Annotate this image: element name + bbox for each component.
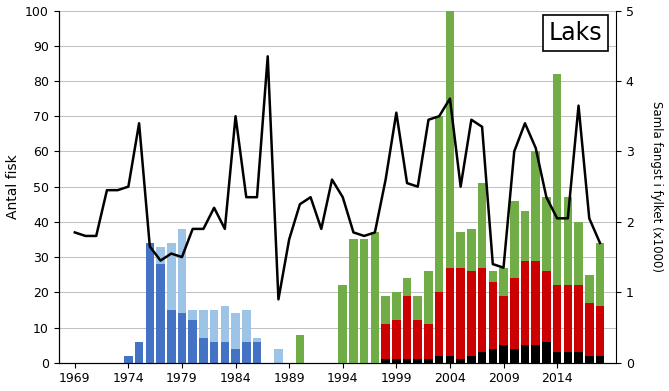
Bar — [424, 359, 433, 363]
Bar — [467, 229, 476, 271]
Bar — [531, 345, 540, 363]
Bar — [553, 74, 561, 285]
Bar — [392, 359, 401, 363]
Bar — [563, 352, 572, 363]
Y-axis label: Antal fisk: Antal fisk — [5, 154, 19, 219]
Bar — [221, 307, 229, 342]
Bar — [274, 349, 283, 363]
Bar — [435, 356, 444, 363]
Bar — [253, 338, 262, 342]
Bar — [510, 349, 518, 363]
Bar — [221, 342, 229, 363]
Bar — [349, 239, 358, 363]
Bar — [360, 239, 369, 363]
Bar — [381, 324, 390, 359]
Bar — [563, 197, 572, 285]
Bar — [510, 201, 518, 278]
Bar — [553, 285, 561, 352]
Bar — [542, 342, 551, 363]
Bar — [157, 264, 165, 363]
Bar — [499, 345, 508, 363]
Bar — [189, 310, 197, 321]
Bar — [435, 292, 444, 356]
Bar — [199, 338, 207, 363]
Bar — [488, 271, 497, 282]
Bar — [520, 345, 529, 363]
Bar — [167, 243, 175, 310]
Bar — [595, 243, 604, 307]
Bar — [413, 359, 422, 363]
Bar — [210, 342, 218, 363]
Bar — [585, 275, 593, 303]
Bar — [585, 356, 593, 363]
Bar — [446, 356, 454, 363]
Bar — [403, 359, 411, 363]
Bar — [424, 324, 433, 359]
Bar — [231, 314, 240, 349]
Bar — [167, 310, 175, 363]
Bar — [339, 285, 347, 363]
Bar — [178, 229, 186, 314]
Bar — [210, 310, 218, 342]
Bar — [531, 151, 540, 260]
Bar — [595, 307, 604, 356]
Bar — [520, 260, 529, 345]
Bar — [413, 321, 422, 359]
Y-axis label: Samla fangst i fylket (x1000): Samla fangst i fylket (x1000) — [650, 101, 664, 272]
Bar — [403, 296, 411, 359]
Bar — [574, 285, 583, 352]
Bar — [574, 352, 583, 363]
Bar — [231, 349, 240, 363]
Bar — [478, 352, 486, 363]
Bar — [242, 342, 251, 363]
Bar — [456, 232, 465, 267]
Bar — [178, 314, 186, 363]
Bar — [146, 243, 154, 363]
Bar — [253, 342, 262, 363]
Bar — [242, 310, 251, 342]
Bar — [531, 260, 540, 345]
Bar — [381, 296, 390, 324]
Bar — [392, 321, 401, 359]
Bar — [585, 303, 593, 356]
Bar — [542, 197, 551, 271]
Bar — [135, 342, 143, 363]
Bar — [124, 356, 132, 363]
Bar — [403, 278, 411, 296]
Bar — [467, 356, 476, 363]
Bar — [478, 183, 486, 267]
Bar — [456, 359, 465, 363]
Bar — [499, 267, 508, 296]
Bar — [381, 359, 390, 363]
Bar — [499, 296, 508, 345]
Bar — [199, 310, 207, 338]
Bar — [574, 222, 583, 285]
Bar — [189, 321, 197, 363]
Bar — [413, 296, 422, 321]
Text: Laks: Laks — [549, 21, 602, 45]
Bar — [488, 349, 497, 363]
Bar — [542, 271, 551, 342]
Bar — [467, 271, 476, 356]
Bar — [435, 116, 444, 292]
Bar — [563, 285, 572, 352]
Bar — [157, 246, 165, 264]
Bar — [296, 335, 304, 363]
Bar — [446, 11, 454, 267]
Bar — [478, 267, 486, 352]
Bar — [488, 282, 497, 349]
Bar — [595, 356, 604, 363]
Bar — [456, 267, 465, 359]
Bar — [392, 292, 401, 321]
Bar — [424, 271, 433, 324]
Bar — [446, 267, 454, 356]
Bar — [371, 232, 379, 363]
Bar — [553, 352, 561, 363]
Bar — [520, 211, 529, 260]
Bar — [510, 278, 518, 349]
